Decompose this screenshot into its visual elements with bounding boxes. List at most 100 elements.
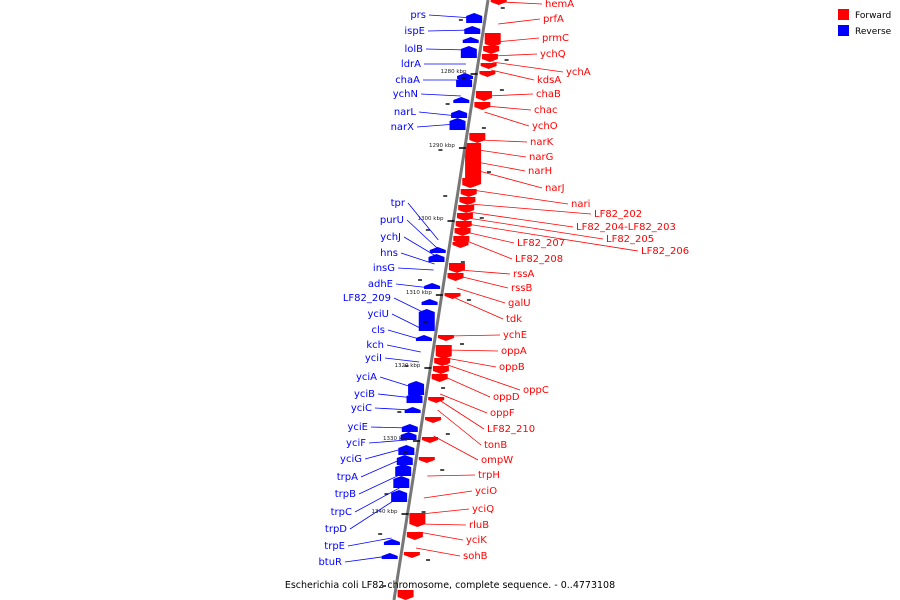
forward-gene-label[interactable]: tdk [506,314,522,325]
reverse-gene-label[interactable]: btuR [318,557,342,568]
reverse-gene-label[interactable]: trpA [337,472,358,483]
forward-gene-block[interactable] [421,437,438,443]
forward-gene-label[interactable]: LF82_206 [641,246,689,257]
forward-gene-block[interactable] [490,0,507,5]
reverse-gene-block[interactable] [462,37,479,43]
reverse-gene-label[interactable]: yciF [346,438,366,449]
reverse-gene-label[interactable]: yciG [340,454,362,465]
forward-gene-block[interactable] [459,197,476,205]
reverse-gene-label[interactable]: trpD [325,524,347,535]
forward-gene-label[interactable]: ychA [566,67,591,78]
reverse-gene-label[interactable]: lolB [404,44,423,55]
forward-gene-block[interactable] [437,335,454,341]
forward-gene-block[interactable] [458,205,475,213]
reverse-gene-label[interactable]: kch [366,340,384,351]
reverse-gene-block[interactable] [464,26,481,34]
forward-gene-label[interactable]: trpH [478,470,500,481]
reverse-gene-label[interactable]: prs [410,10,426,21]
reverse-gene-label[interactable]: ispE [404,26,425,37]
forward-gene-label[interactable]: narJ [545,183,565,194]
forward-gene-label[interactable]: chac [534,105,557,116]
forward-gene-label[interactable]: prfA [543,14,564,25]
reverse-gene-label[interactable]: insG [373,263,395,274]
reverse-gene-block[interactable] [400,432,417,440]
reverse-gene-block[interactable] [406,393,423,403]
forward-gene-label[interactable]: LF82_207 [517,238,565,249]
forward-gene-label[interactable]: LF82_204-LF82_203 [576,222,676,233]
reverse-gene-block[interactable] [456,77,473,87]
reverse-gene-label[interactable]: ychN [393,89,418,100]
forward-gene-block[interactable] [435,345,452,359]
forward-gene-label[interactable]: LF82_202 [594,209,642,220]
forward-gene-block[interactable] [434,358,451,366]
forward-gene-block[interactable] [469,133,486,143]
reverse-gene-label[interactable]: yciU [367,309,389,320]
forward-gene-label[interactable]: yciO [475,486,497,497]
reverse-gene-block[interactable] [428,254,445,262]
reverse-gene-block[interactable] [421,299,438,305]
reverse-gene-block[interactable] [451,110,468,118]
reverse-gene-block[interactable] [404,407,421,413]
forward-gene-label[interactable]: oppB [499,362,525,373]
forward-gene-block[interactable] [452,242,469,248]
forward-gene-label[interactable]: LF82_208 [515,254,563,265]
reverse-gene-label[interactable]: hns [380,248,398,259]
reverse-gene-label[interactable]: trpB [335,489,356,500]
forward-gene-label[interactable]: LF82_210 [487,424,535,435]
forward-gene-label[interactable]: rluB [469,520,489,531]
reverse-gene-block[interactable] [393,476,410,488]
reverse-gene-label[interactable]: yciC [351,403,372,414]
reverse-gene-label[interactable]: yciI [365,353,382,364]
reverse-gene-block[interactable] [391,490,408,502]
reverse-gene-block[interactable] [449,118,466,130]
reverse-gene-block[interactable] [429,247,446,253]
forward-gene-label[interactable]: oppD [493,392,520,403]
reverse-gene-block[interactable] [453,97,470,103]
forward-gene-block[interactable] [448,263,465,273]
reverse-gene-label[interactable]: chaA [395,75,420,86]
reverse-gene-block[interactable] [395,464,412,476]
reverse-gene-block[interactable] [396,455,413,465]
forward-gene-block[interactable] [460,189,477,197]
forward-gene-label[interactable]: LF82_205 [606,234,654,245]
forward-gene-label[interactable]: ychO [532,121,558,132]
forward-gene-label[interactable]: kdsA [537,75,561,86]
reverse-gene-block[interactable] [398,445,415,455]
reverse-gene-block[interactable] [408,381,425,395]
reverse-gene-label[interactable]: narL [394,107,417,118]
forward-gene-label[interactable]: narH [528,166,552,177]
forward-gene-block[interactable] [406,532,423,540]
forward-gene-block[interactable] [474,102,491,110]
reverse-gene-label[interactable]: yciE [347,422,368,433]
forward-gene-label[interactable]: hemA [545,0,574,10]
reverse-gene-block[interactable] [466,13,483,23]
reverse-gene-label[interactable]: tpr [391,198,406,209]
forward-gene-label[interactable]: oppF [490,408,515,419]
forward-gene-block[interactable] [465,143,482,187]
reverse-gene-label[interactable]: cls [372,325,386,336]
forward-gene-block[interactable] [455,221,472,229]
forward-gene-block[interactable] [431,374,448,382]
forward-gene-block[interactable] [484,33,501,47]
reverse-gene-label[interactable]: ldrA [401,59,421,70]
forward-gene-block[interactable] [479,71,496,77]
forward-gene-block[interactable] [483,46,500,54]
forward-gene-label[interactable]: prmC [542,33,569,44]
reverse-gene-block[interactable] [401,424,418,432]
forward-gene-label[interactable]: yciK [466,535,487,546]
forward-gene-label[interactable]: chaB [536,89,561,100]
reverse-gene-label[interactable]: LF82_209 [343,293,391,304]
forward-gene-label[interactable]: ompW [481,455,513,466]
forward-gene-label[interactable]: galU [508,298,531,309]
reverse-gene-label[interactable]: adhE [368,279,393,290]
forward-gene-label[interactable]: yciQ [472,504,494,515]
forward-gene-block[interactable] [475,91,492,101]
reverse-gene-label[interactable]: trpC [331,507,352,518]
forward-gene-label[interactable]: oppC [523,385,549,396]
reverse-gene-block[interactable] [457,73,474,79]
forward-gene-block[interactable] [418,457,435,463]
forward-gene-block[interactable] [403,552,420,558]
forward-gene-block[interactable] [456,213,473,221]
reverse-gene-block[interactable] [424,283,441,289]
forward-gene-block[interactable] [480,63,497,69]
